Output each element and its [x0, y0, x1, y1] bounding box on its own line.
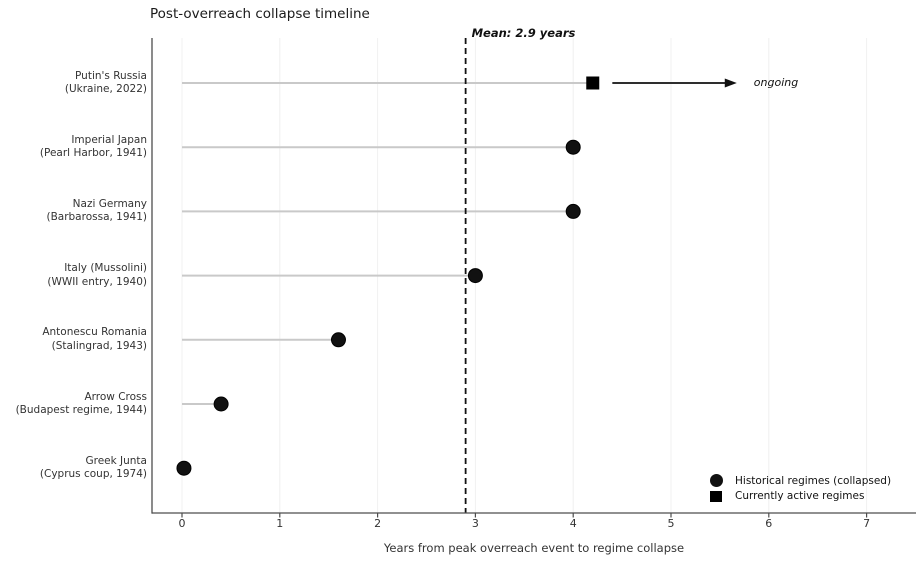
y-axis-label-line1: Nazi Germany: [72, 197, 147, 210]
ongoing-arrow-head: [724, 78, 737, 88]
y-axis-label-line1: Arrow Cross: [84, 390, 147, 403]
data-point-circle: [176, 460, 192, 476]
mean-annotation: Mean: 2.9 years: [471, 26, 576, 40]
data-point-circle: [330, 332, 346, 348]
data-point-circle: [467, 268, 483, 284]
y-axis-label: Putin's Russia (Ukraine, 2022): [0, 70, 147, 97]
y-axis-label: Nazi Germany (Barbarossa, 1941): [0, 198, 147, 225]
y-axis-label-line2: (Ukraine, 2022): [64, 83, 147, 95]
y-axis-label-line2: (Barbarossa, 1941): [46, 211, 147, 224]
chart-title: Post-overreach collapse timeline: [150, 6, 370, 22]
x-axis-title: Years from peak overreach event to regim…: [383, 541, 685, 555]
x-tick-label: 5: [667, 517, 675, 530]
data-point-circle: [565, 139, 581, 155]
x-tick-label: 4: [569, 517, 577, 530]
x-tick-label: 7: [863, 517, 871, 530]
y-axis-label-line2: (Stalingrad, 1943): [51, 339, 147, 352]
legend-item-historical: Historical regimes (collapsed): [704, 473, 891, 489]
y-axis-label-line2: (Cyprus coup, 1974): [39, 468, 147, 481]
y-axis-label-line2: (WWII entry, 1940): [47, 275, 147, 288]
x-tick-label: 1: [276, 517, 284, 530]
y-axis-label-line1: Italy (Mussolini): [64, 262, 147, 275]
y-axis-label-line2: (Budapest regime, 1944): [15, 404, 147, 416]
legend: Historical regimes (collapsed) Currently…: [704, 473, 891, 504]
y-axis-label: Imperial Japan (Pearl Harbor, 1941): [0, 134, 147, 161]
y-axis-label-line1: Antonescu Romania: [42, 326, 147, 339]
x-tick-label: 3: [471, 517, 479, 530]
data-point-square: [586, 76, 600, 90]
y-axis-label-line2: (Pearl Harbor, 1941): [39, 147, 147, 160]
y-axis-label-line1: Greek Junta: [85, 454, 147, 467]
y-axis-label: Antonescu Romania (Stalingrad, 1943): [0, 326, 147, 353]
x-tick-label: 0: [178, 517, 186, 530]
circle-marker-icon: [709, 474, 723, 488]
x-tick-label: 2: [374, 517, 382, 530]
square-marker-icon: [710, 490, 722, 502]
ongoing-annotation: ongoing: [753, 75, 799, 89]
y-axis-label: Greek Junta (Cyprus coup, 1974): [0, 455, 147, 482]
legend-marker-cell: [704, 474, 728, 488]
x-tick-label: 6: [765, 517, 773, 530]
legend-marker-cell: [704, 490, 728, 502]
data-point-circle: [213, 396, 229, 412]
data-point-circle: [565, 203, 581, 219]
legend-label: Currently active regimes: [735, 490, 865, 503]
y-axis-label: Arrow Cross (Budapest regime, 1944): [0, 391, 147, 418]
y-axis-label: Italy (Mussolini) (WWII entry, 1940): [0, 262, 147, 289]
y-axis-label-line1: Imperial Japan: [71, 133, 147, 146]
y-axis-label-line1: Putin's Russia: [75, 69, 147, 82]
legend-label: Historical regimes (collapsed): [735, 474, 892, 487]
legend-item-active: Currently active regimes: [704, 489, 891, 505]
